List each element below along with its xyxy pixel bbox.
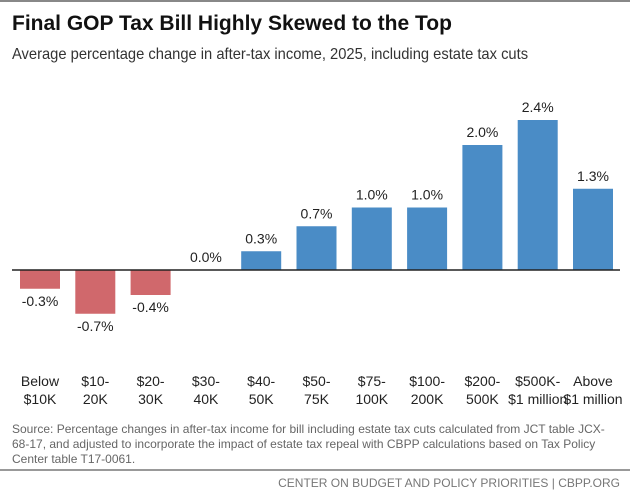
category-label: $100- — [409, 373, 445, 389]
category-label: 100K — [355, 391, 388, 407]
data-label: 1.3% — [577, 168, 609, 184]
category-label: 500K — [466, 391, 499, 407]
category-label: $30- — [192, 373, 220, 389]
category-label: $10- — [81, 373, 109, 389]
category-label: 200K — [411, 391, 444, 407]
bar — [517, 120, 558, 270]
bar — [573, 188, 613, 270]
category-label: 20K — [83, 391, 109, 407]
data-label: 0.0% — [190, 249, 222, 265]
category-label: $1 million — [563, 391, 622, 407]
category-label: $1 million — [508, 391, 567, 407]
category-label: $10K — [24, 391, 57, 407]
data-label: 0.3% — [245, 230, 277, 246]
data-label: 2.4% — [522, 99, 554, 115]
data-label: 1.0% — [356, 187, 388, 203]
category-label: 50K — [249, 391, 275, 407]
category-label: Below — [21, 373, 60, 389]
bar — [351, 207, 392, 270]
source-note: Source: Percentage changes in after-tax … — [12, 422, 605, 466]
bar — [75, 270, 116, 314]
data-label: 2.0% — [466, 124, 498, 140]
bar — [407, 207, 448, 270]
category-label: 75K — [304, 391, 330, 407]
category-label: 40K — [193, 391, 219, 407]
chart-title: Final GOP Tax Bill Highly Skewed to the … — [12, 12, 452, 35]
category-label: $200- — [464, 373, 500, 389]
bar — [462, 145, 503, 270]
data-label: 1.0% — [411, 187, 443, 203]
category-label: $500K- — [515, 373, 560, 389]
data-label: -0.7% — [77, 318, 114, 334]
bar — [130, 270, 171, 295]
data-label: -0.4% — [132, 299, 169, 315]
bar — [20, 270, 60, 289]
bar — [296, 226, 337, 270]
bar — [241, 251, 282, 270]
category-label: $20- — [137, 373, 165, 389]
data-label: 0.7% — [301, 205, 333, 221]
category-label: $40- — [247, 373, 275, 389]
category-label: 30K — [138, 391, 164, 407]
data-label: -0.3% — [22, 293, 59, 309]
bar-chart: -0.3% Below $10K -0.7% $10- 20K -0.4% $20- 30K 0.… — [12, 99, 623, 407]
chart-subtitle: Average percentage change in after-tax i… — [12, 46, 529, 63]
category-label: $50- — [302, 373, 330, 389]
footer-credit: CENTER ON BUDGET AND POLICY PRIORITIES |… — [278, 476, 620, 490]
category-label: Above — [573, 373, 613, 389]
footer-divider — [0, 469, 630, 471]
category-label: $75- — [358, 373, 386, 389]
